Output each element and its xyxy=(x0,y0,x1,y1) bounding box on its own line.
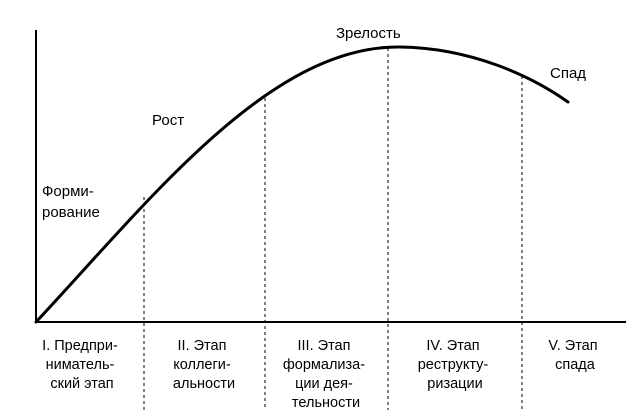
stage-label-3: III. Этап формализа- ции дея- тельности xyxy=(283,338,369,411)
stage-5-line-1: V. Этап xyxy=(548,338,597,354)
stage-3-line-2: формализа- xyxy=(283,357,365,373)
phase-label-formation: Форми- рование xyxy=(42,183,100,221)
stage-label-1: I. Предпри- ниматель- ский этап xyxy=(42,338,122,392)
stage-2-line-2: коллеги- xyxy=(173,357,231,373)
phase-label-formation-line-1: Форми- xyxy=(42,183,94,200)
stage-2-line-3: альности xyxy=(173,376,235,392)
stage-2-line-1: II. Этап xyxy=(178,338,227,354)
phase-label-growth: Рост xyxy=(152,112,184,129)
stage-label-2: II. Этап коллеги- альности xyxy=(173,338,235,392)
stage-3-line-3: ции дея- xyxy=(295,376,353,392)
stage-5-line-2: спада xyxy=(555,357,596,373)
phase-label-maturity: Зрелость xyxy=(336,25,401,42)
phase-label-formation-line-2: рование xyxy=(42,204,100,221)
stage-label-4: IV. Этап реструкту- ризации xyxy=(418,338,493,392)
stage-4-line-2: реструкту- xyxy=(418,357,489,373)
stage-1-line-2: ниматель- xyxy=(46,357,115,373)
stage-4-line-1: IV. Этап xyxy=(426,338,479,354)
phase-label-decline: Спад xyxy=(550,65,586,82)
stage-3-line-1: III. Этап xyxy=(298,338,351,354)
stage-1-line-1: I. Предпри- xyxy=(42,338,118,354)
life-cycle-curve xyxy=(34,45,570,324)
stage-1-line-3: ский этап xyxy=(50,376,113,392)
stage-label-5: V. Этап спада xyxy=(548,338,601,373)
stage-4-line-3: ризации xyxy=(427,376,482,392)
stage-3-line-4: тельности xyxy=(292,395,360,411)
